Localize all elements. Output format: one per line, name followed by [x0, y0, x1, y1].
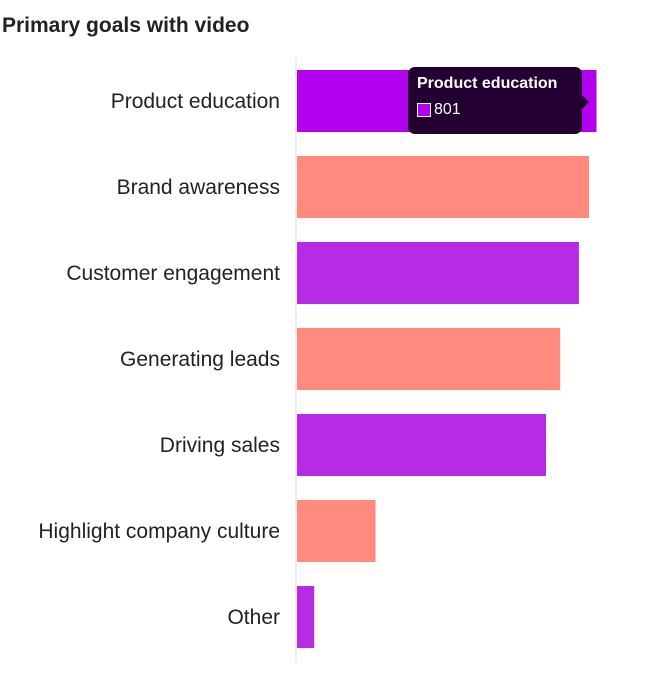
category-label-customer-engagement: Customer engagement [66, 262, 280, 285]
category-label-other: Other [227, 606, 280, 629]
category-labels: Product education Brand awareness Customer… [38, 90, 280, 629]
chart-title: Primary goals with video [2, 14, 250, 37]
category-label-brand-awareness: Brand awareness [117, 176, 280, 199]
bar-other[interactable] [297, 586, 315, 648]
category-label-highlight-company-culture: Highlight company culture [38, 520, 280, 543]
category-label-generating-leads: Generating leads [120, 348, 280, 371]
category-label-product-education: Product education [111, 90, 280, 113]
bars-group [297, 70, 597, 648]
tooltip-row: 801 [417, 101, 573, 119]
tooltip-value: 801 [434, 101, 461, 118]
bar-generating-leads[interactable] [297, 328, 561, 390]
bar-highlight-company-culture[interactable] [297, 500, 376, 562]
tooltip-swatch [417, 103, 431, 117]
tooltip: Product education 801 [408, 67, 589, 134]
category-label-driving-sales: Driving sales [160, 434, 280, 457]
bar-customer-engagement[interactable] [297, 242, 579, 304]
tooltip-title: Product education [417, 75, 558, 92]
bar-brand-awareness[interactable] [297, 156, 590, 218]
bar-driving-sales[interactable] [297, 414, 547, 476]
